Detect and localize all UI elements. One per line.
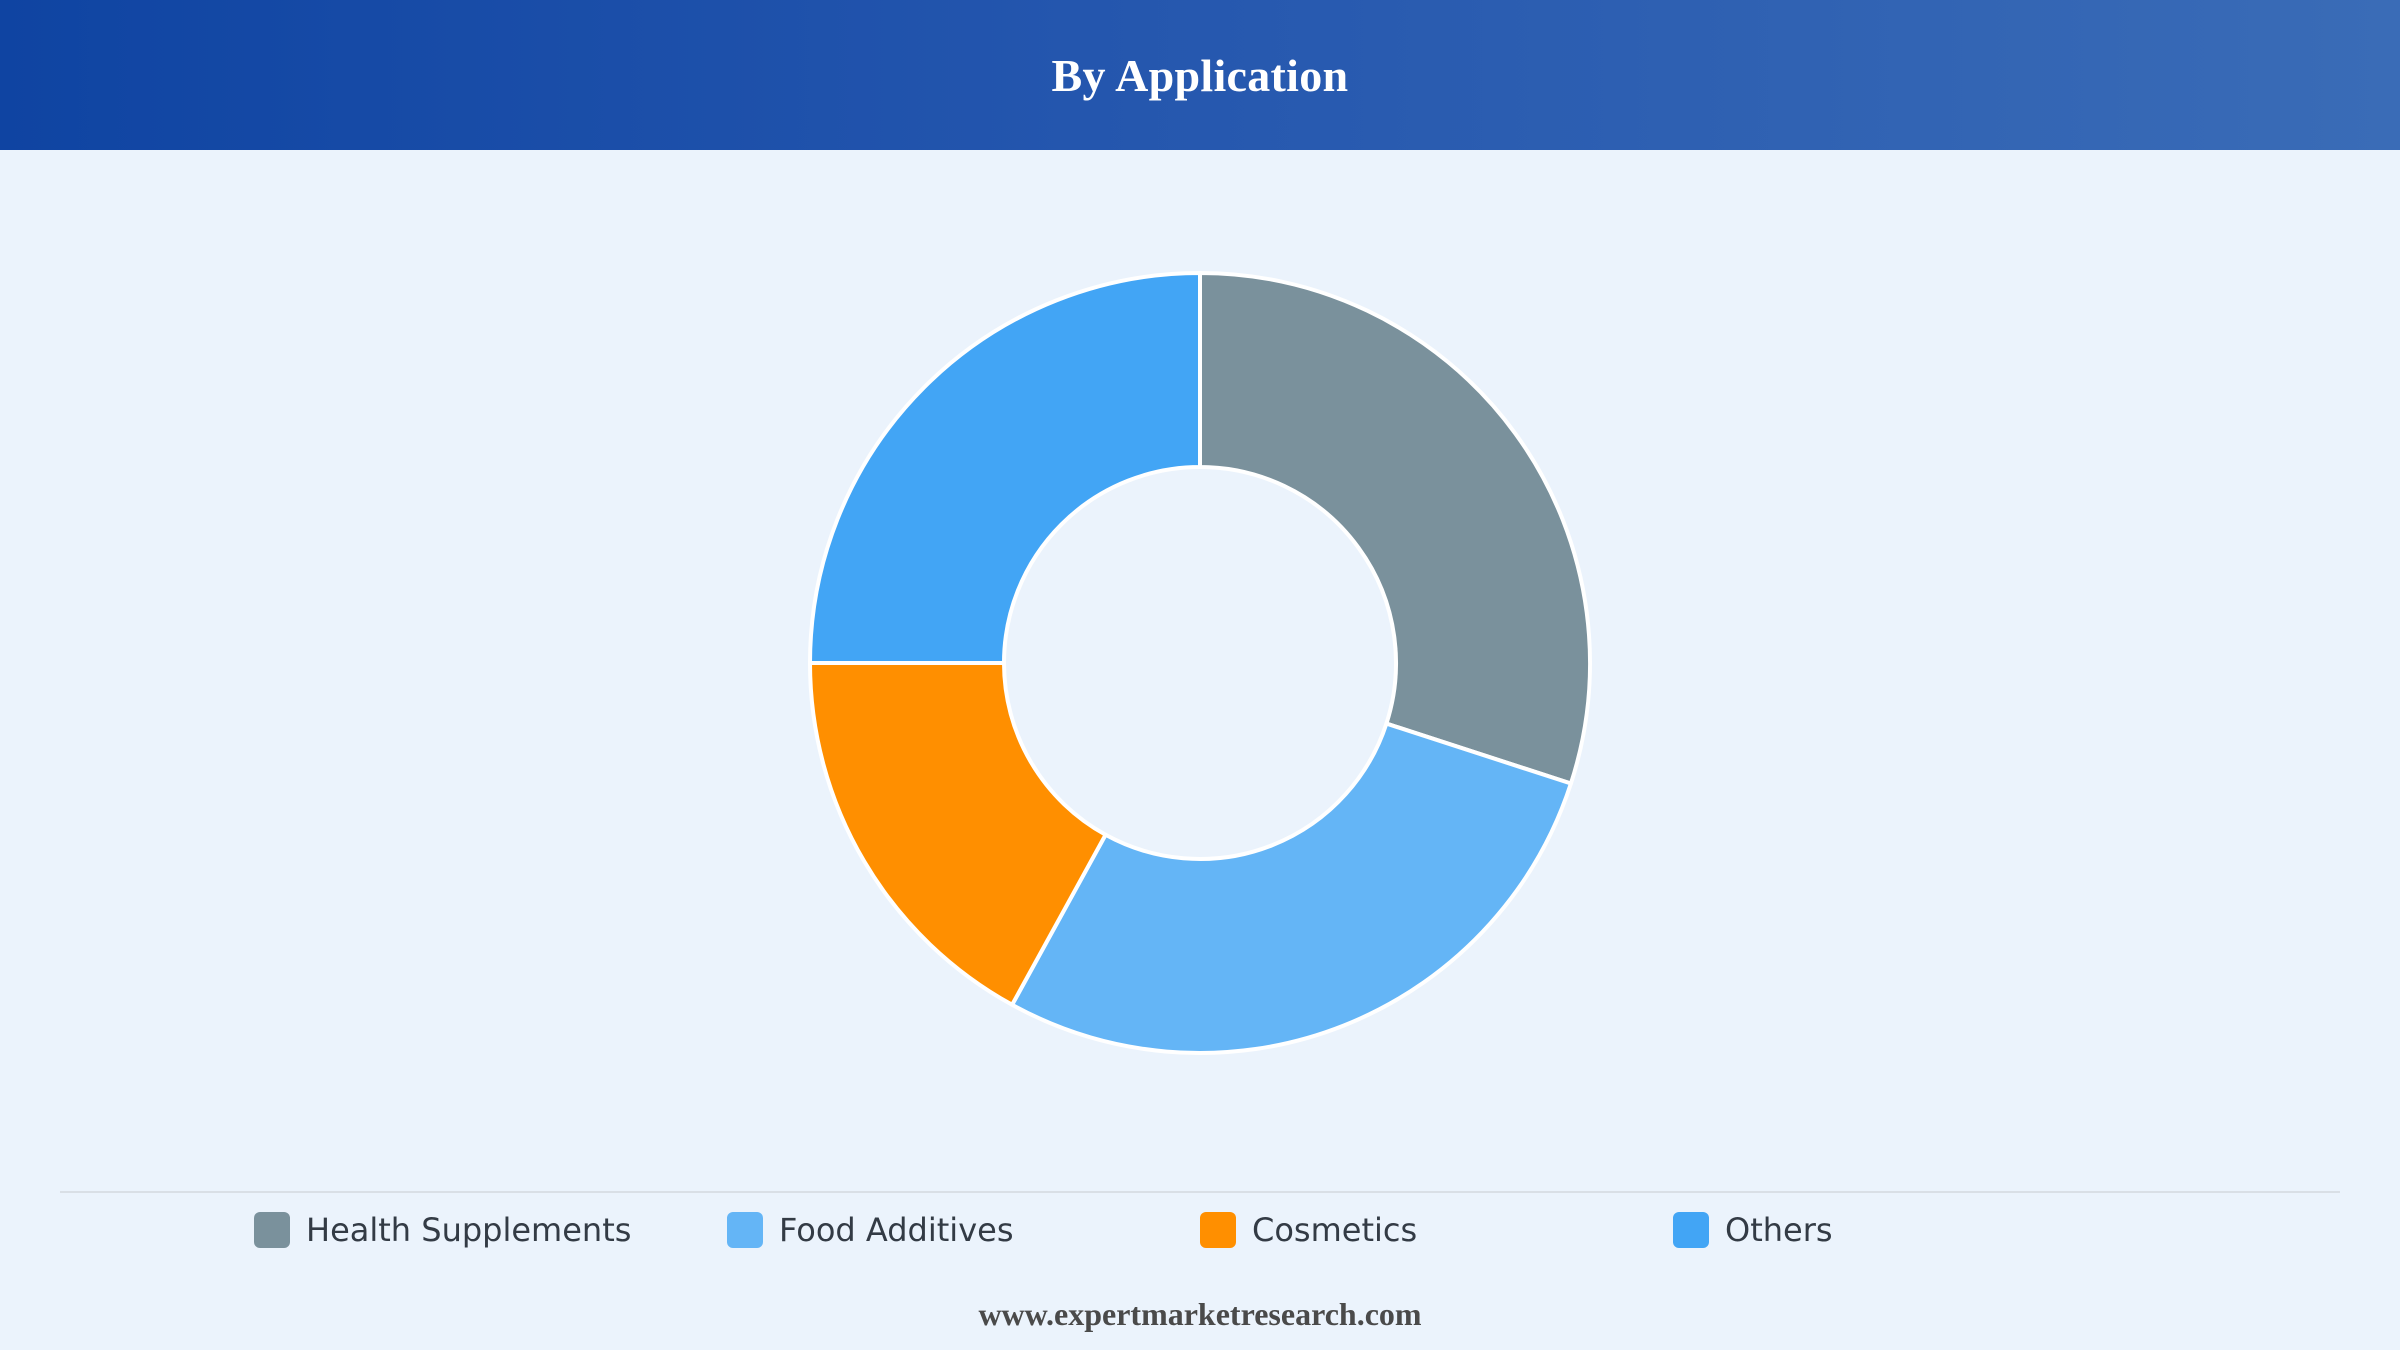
chart-header: By Application: [0, 0, 2400, 150]
legend-item-others[interactable]: Others: [1673, 1205, 1833, 1255]
legend-swatch: [1200, 1212, 1236, 1248]
legend-label: Cosmetics: [1252, 1211, 1418, 1249]
legend-label: Others: [1725, 1211, 1833, 1249]
donut-slice-health-supplements[interactable]: [1198, 271, 1592, 786]
chart-area: [0, 150, 2400, 1190]
legend-swatch: [254, 1212, 290, 1248]
legend-label: Food Additives: [779, 1211, 1014, 1249]
legend-item-health-supplements[interactable]: Health Supplements: [254, 1205, 631, 1255]
legend-item-cosmetics[interactable]: Cosmetics: [1200, 1205, 1417, 1255]
legend-item-food-additives[interactable]: Food Additives: [727, 1205, 1013, 1255]
donut-slice-others[interactable]: [808, 271, 1202, 665]
donut-slice-cosmetics[interactable]: [808, 661, 1108, 1007]
legend-swatch: [727, 1212, 763, 1248]
legend-divider: [60, 1191, 2340, 1193]
source-footer: www.expertmarketresearch.com: [978, 1296, 1422, 1332]
legend-swatch: [1673, 1212, 1709, 1248]
donut-chart: [808, 271, 1592, 1055]
donut-slice-food-additives[interactable]: [1010, 721, 1573, 1055]
legend-label: Health Supplements: [306, 1211, 632, 1249]
chart-title: By Application: [1051, 49, 1349, 101]
legend: Health Supplements Food Additives Cosmet…: [0, 1205, 2400, 1255]
